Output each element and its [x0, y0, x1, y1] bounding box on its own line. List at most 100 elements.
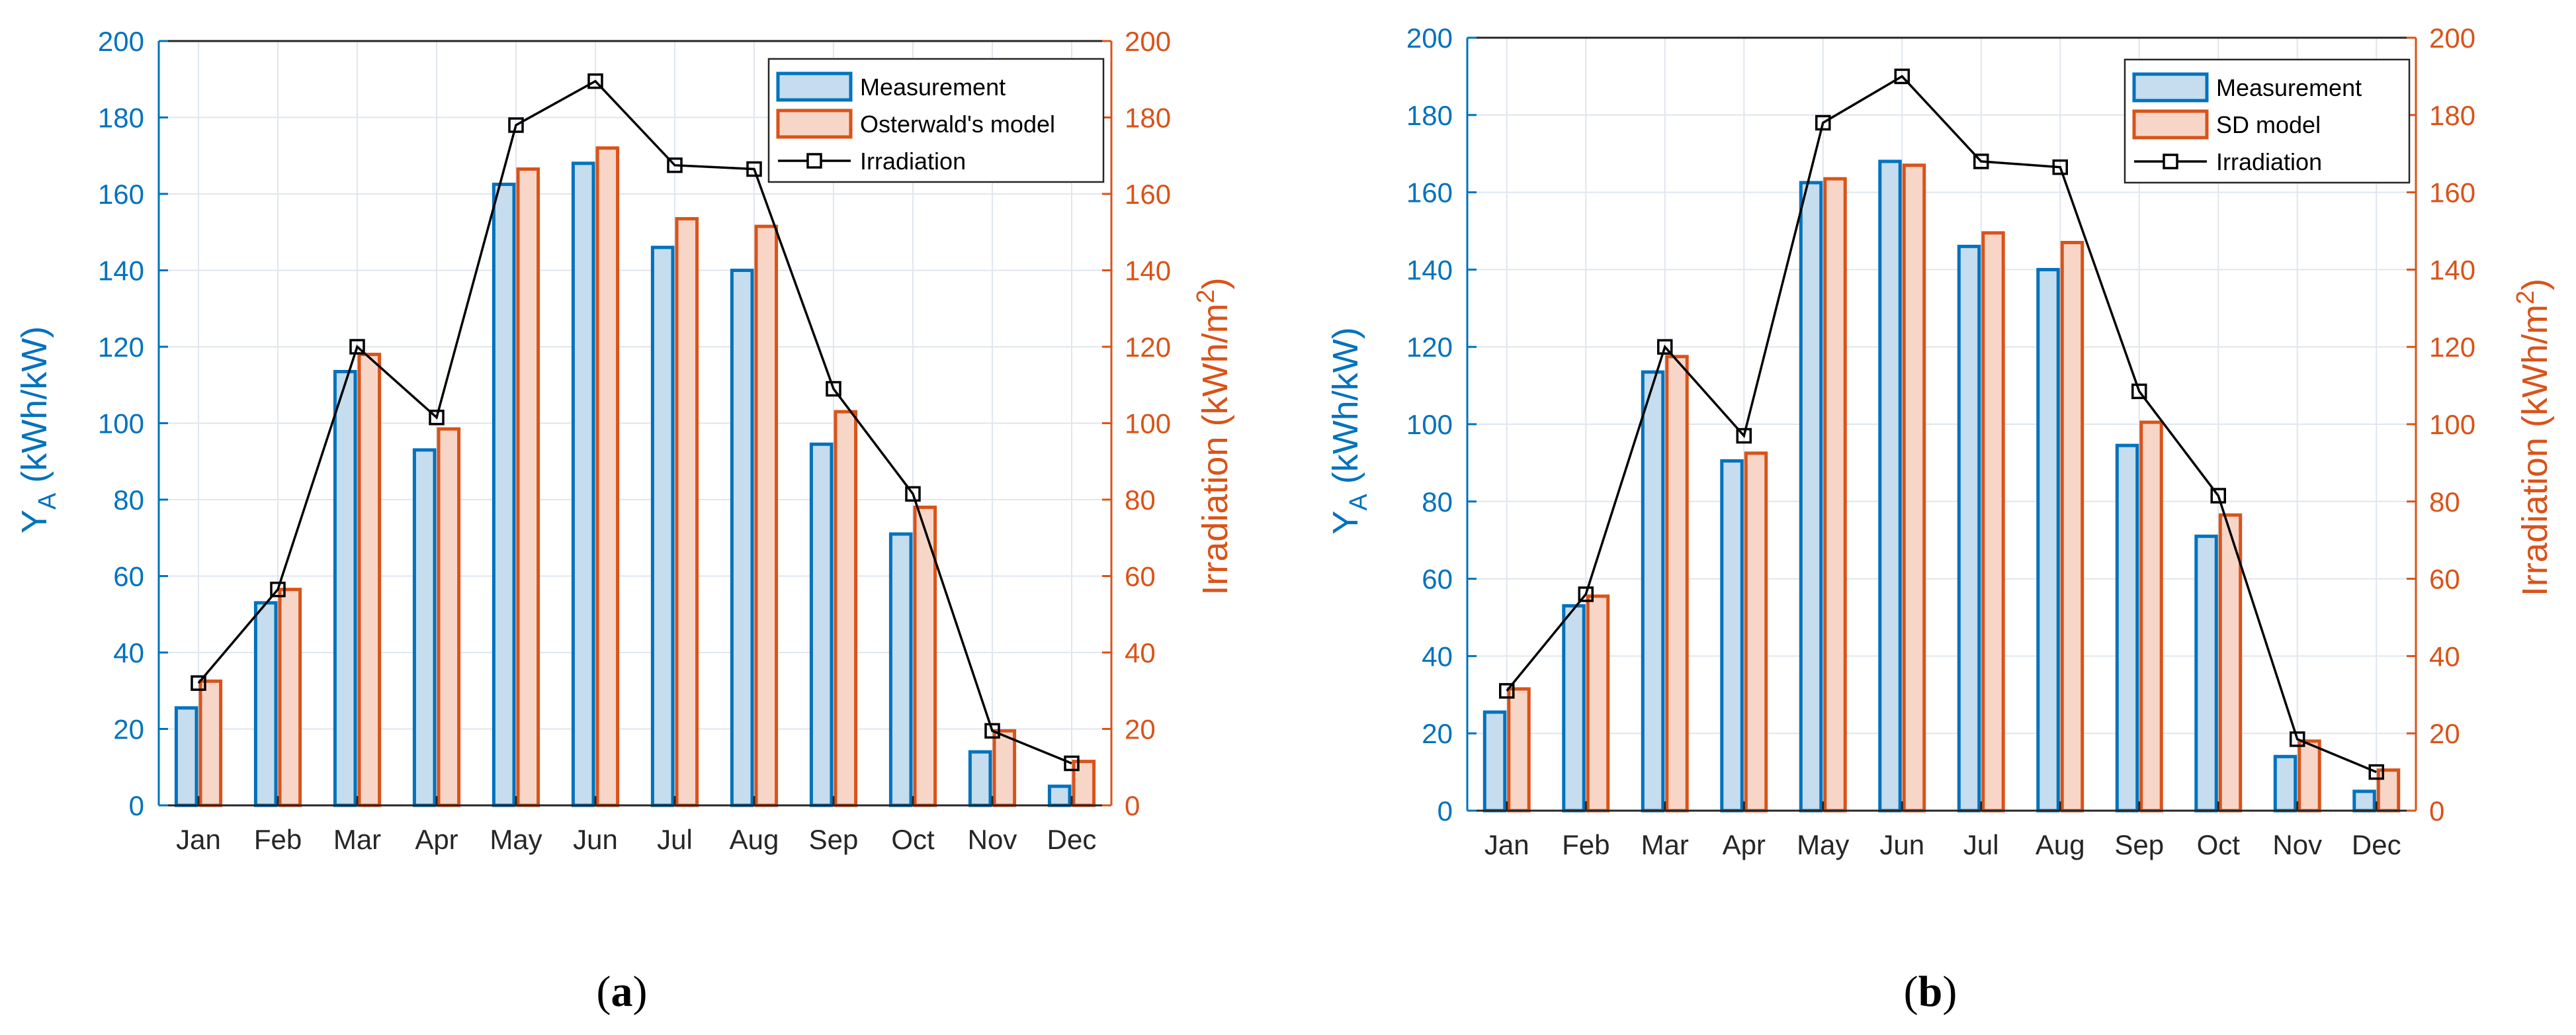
left-axis-title: YA (kWh/kW) [15, 326, 62, 533]
irradiation-point-jul [667, 157, 683, 173]
x-tick-label-feb: Feb [1562, 829, 1610, 860]
bar-measurement-jul [650, 246, 675, 807]
bar-model-feb [1586, 594, 1610, 813]
irradiation-point-mar [349, 339, 365, 355]
irradiation-point-jul [1973, 154, 1989, 169]
legend-swatch-model [776, 109, 853, 139]
left-tick-label: 120 [98, 332, 144, 363]
bar-measurement-may [492, 183, 516, 807]
x-tick-label-sep: Sep [809, 824, 859, 855]
x-tick-label-oct: Oct [891, 824, 935, 855]
x-tick-label-feb: Feb [254, 824, 302, 855]
right-axis-title: Irradiation (kWh/m2) [2512, 279, 2555, 596]
irradiation-point-nov [2290, 731, 2305, 747]
bar-model-apr [1744, 451, 1768, 813]
bar-measurement-jun [571, 161, 595, 807]
left-tick-label: 80 [1422, 486, 1453, 518]
x-tick-label-nov: Nov [2272, 829, 2322, 860]
bar-model-apr [437, 427, 461, 807]
right-tick-label: 40 [2429, 641, 2460, 672]
left-tick-label: 0 [1438, 795, 1453, 827]
x-tick-label-jan: Jan [1484, 829, 1529, 860]
bar-measurement-jan [1482, 710, 1507, 813]
bar-measurement-oct [2194, 534, 2218, 813]
bar-model-jul [675, 217, 699, 807]
right-tick-label: 20 [2429, 718, 2460, 749]
x-tick-label-may: May [490, 824, 542, 855]
left-tick-label: 100 [98, 408, 144, 439]
left-tick-label: 20 [113, 714, 144, 745]
x-tick-label-jun: Jun [573, 824, 618, 855]
x-tick-label-jul: Jul [657, 824, 693, 855]
right-tick-label: 120 [1125, 332, 1171, 363]
left-tick-label: 60 [1422, 564, 1453, 595]
left-tick-label: 80 [113, 484, 144, 516]
x-tick-label-mar: Mar [1641, 829, 1689, 860]
bar-model-dec [1072, 760, 1096, 807]
panel-a: 0 0 20 20 40 40 60 60 80 80 100 100 120 120 140 140 160 1… [15, 26, 1235, 1016]
legend-swatch-measurement [2132, 72, 2209, 103]
irradiation-point-jan [191, 675, 206, 691]
irradiation-point-aug [746, 161, 762, 177]
irradiation-point-jan [1499, 683, 1515, 699]
bar-model-may [516, 167, 540, 807]
irradiation-point-dec [2368, 764, 2384, 780]
right-tick-label: 20 [1125, 714, 1156, 745]
left-tick-label: 120 [1406, 332, 1453, 363]
left-tick-label: 180 [98, 103, 144, 134]
irradiation-point-apr [429, 410, 445, 426]
right-tick-label: 0 [1125, 790, 1140, 821]
bar-model-may [1823, 177, 1847, 813]
left-tick-label: 100 [1406, 409, 1453, 440]
right-tick-label: 40 [1125, 637, 1156, 668]
left-tick-label: 200 [1406, 22, 1453, 54]
bar-measurement-dec [1047, 784, 1072, 807]
bar-measurement-jun [1878, 159, 1902, 813]
irradiation-point-oct [905, 486, 921, 502]
bar-model-jan [198, 679, 223, 807]
irradiation-point-feb [1578, 586, 1594, 602]
bar-model-nov [992, 729, 1017, 807]
bar-measurement-dec [2352, 789, 2376, 813]
x-tick-label-aug: Aug [2036, 829, 2085, 860]
right-tick-label: 180 [2429, 100, 2475, 131]
bar-measurement-apr [412, 448, 437, 807]
right-tick-label: 80 [1125, 484, 1156, 516]
bar-model-jul [1981, 231, 2005, 813]
irradiation-point-feb [270, 581, 286, 598]
left-tick-label: 0 [129, 790, 144, 821]
x-tick-label-sep: Sep [2114, 829, 2164, 860]
bar-model-oct [913, 506, 937, 807]
x-tick-label-apr: Apr [415, 824, 458, 855]
right-tick-label: 140 [2429, 254, 2475, 285]
irradiation-point-jun [1894, 68, 1910, 85]
x-tick-label-nov: Nov [968, 824, 1017, 855]
bar-measurement-mar [1641, 370, 1665, 813]
irradiation-point-jun [587, 73, 603, 89]
panel-b: 0 0 20 20 40 40 60 60 80 80 100 100 120 120 140 140 160 1… [1326, 22, 2555, 1016]
irradiation-point-mar [1657, 339, 1673, 355]
legend-label: Measurement [2216, 74, 2362, 101]
irradiation-point-apr [1736, 428, 1752, 444]
irradiation-point-may [1815, 114, 1831, 131]
panel-label: (b) [1904, 968, 1957, 1016]
right-tick-label: 0 [2429, 795, 2444, 827]
left-tick-label: 160 [1406, 177, 1453, 208]
bar-model-mar [1665, 355, 1689, 813]
bar-model-sep [2139, 420, 2163, 813]
left-tick-label: 20 [1422, 718, 1453, 749]
legend-label: Osterwald's model [860, 111, 1055, 138]
right-tick-label: 140 [1125, 255, 1171, 287]
bar-measurement-nov [2273, 754, 2297, 813]
irradiation-point-sep [826, 381, 841, 397]
left-tick-label: 40 [113, 637, 144, 668]
bar-measurement-feb [253, 601, 278, 807]
irradiation-point-oct [2210, 488, 2226, 504]
legend-label: SD model [2216, 111, 2321, 138]
bar-measurement-mar [333, 370, 357, 807]
x-tick-label-aug: Aug [730, 824, 779, 855]
irradiation-line [197, 79, 1072, 765]
left-tick-label: 140 [1406, 254, 1453, 285]
right-tick-label: 100 [2429, 409, 2475, 440]
